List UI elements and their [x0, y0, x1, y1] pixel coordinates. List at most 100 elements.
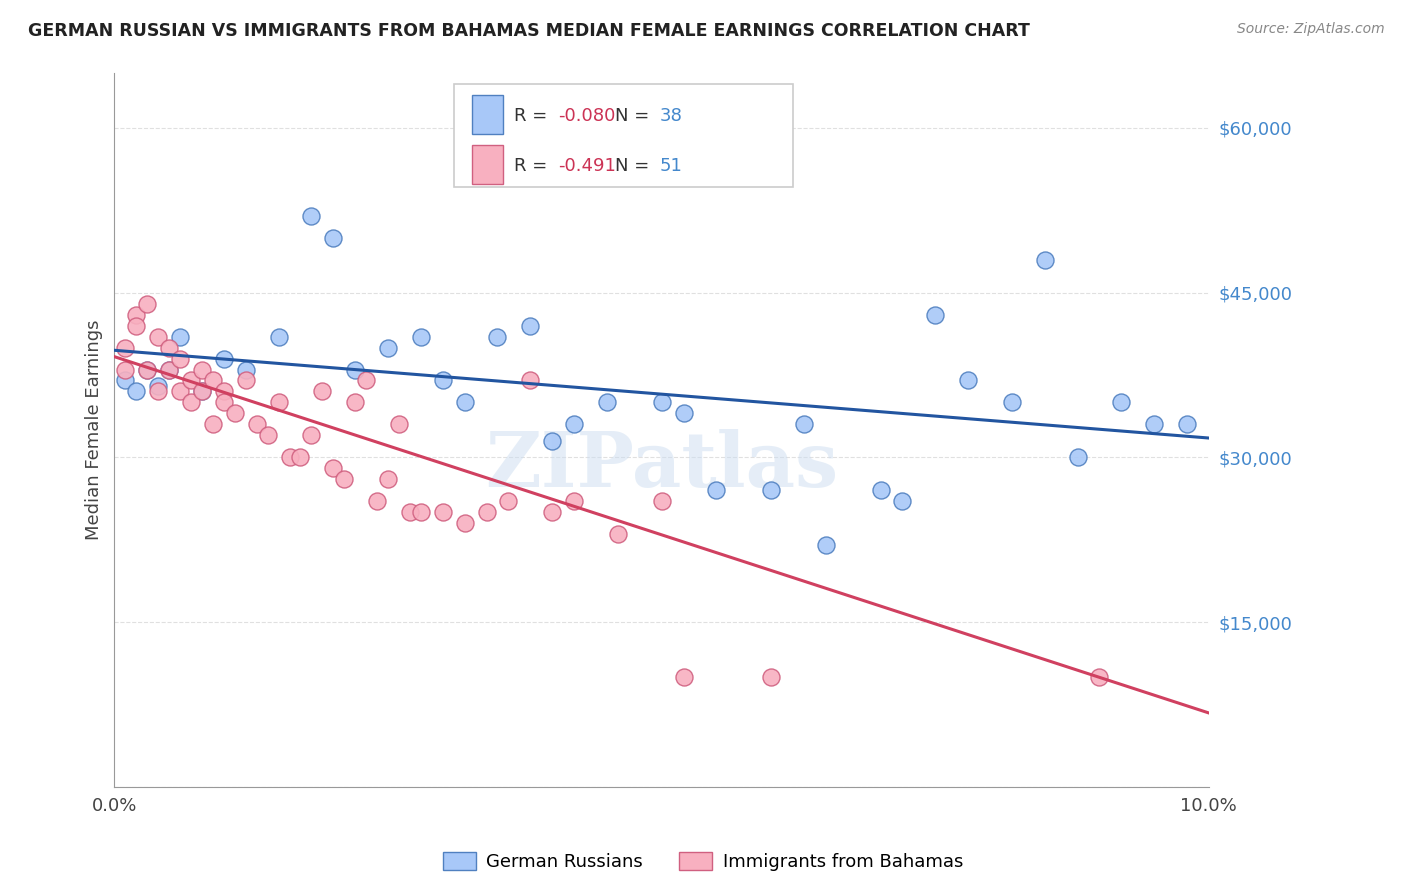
Point [322, 461, 344, 475]
Point [562, 494, 585, 508]
Point [212, 351, 235, 366]
Point [628, 120, 651, 135]
Point [399, 505, 422, 519]
Point [180, 374, 202, 388]
Point [191, 384, 214, 399]
Point [267, 329, 290, 343]
Point [486, 329, 509, 343]
Point [388, 417, 411, 432]
Point [891, 494, 914, 508]
Point [672, 670, 695, 684]
Point [475, 505, 498, 519]
Point [651, 494, 673, 508]
Point [278, 450, 301, 465]
Point [1001, 395, 1024, 409]
Point [136, 296, 159, 310]
Point [148, 379, 170, 393]
Point [814, 538, 837, 552]
Point [180, 395, 202, 409]
Point [1033, 252, 1056, 267]
Point [651, 395, 673, 409]
FancyBboxPatch shape [472, 95, 503, 134]
Point [299, 209, 322, 223]
Point [377, 341, 399, 355]
Point [201, 374, 224, 388]
Point [290, 450, 312, 465]
Point [366, 494, 388, 508]
FancyBboxPatch shape [454, 84, 793, 187]
Point [136, 362, 159, 376]
Text: R =: R = [513, 157, 547, 176]
Point [562, 417, 585, 432]
Point [114, 374, 136, 388]
Point [125, 318, 148, 333]
Point [114, 341, 136, 355]
Point [1088, 670, 1111, 684]
Point [606, 527, 628, 541]
Point [148, 329, 170, 343]
Point [432, 374, 454, 388]
Text: ZIPatlas: ZIPatlas [485, 428, 838, 502]
Point [519, 374, 541, 388]
Point [541, 505, 564, 519]
Point [157, 362, 180, 376]
Point [136, 362, 159, 376]
Point [541, 434, 564, 448]
Point [157, 362, 180, 376]
Text: GERMAN RUSSIAN VS IMMIGRANTS FROM BAHAMAS MEDIAN FEMALE EARNINGS CORRELATION CHA: GERMAN RUSSIAN VS IMMIGRANTS FROM BAHAMA… [28, 22, 1031, 40]
Text: N =: N = [614, 157, 648, 176]
Point [1143, 417, 1166, 432]
Point [1111, 395, 1133, 409]
Point [409, 329, 432, 343]
Point [212, 384, 235, 399]
Point [125, 308, 148, 322]
Point [235, 374, 257, 388]
Point [157, 341, 180, 355]
Point [957, 374, 980, 388]
Text: 51: 51 [659, 157, 682, 176]
Point [235, 362, 257, 376]
Point [191, 384, 214, 399]
Point [322, 230, 344, 244]
Point [1175, 417, 1198, 432]
Point [344, 362, 367, 376]
Point [224, 406, 246, 420]
Point [793, 417, 815, 432]
Point [114, 362, 136, 376]
Point [759, 670, 782, 684]
Point [759, 483, 782, 498]
Point [377, 472, 399, 486]
Text: Source: ZipAtlas.com: Source: ZipAtlas.com [1237, 22, 1385, 37]
Text: -0.080: -0.080 [558, 107, 614, 125]
Point [191, 362, 214, 376]
Point [169, 329, 191, 343]
Point [125, 384, 148, 399]
Text: -0.491: -0.491 [558, 157, 616, 176]
Point [432, 505, 454, 519]
Point [311, 384, 333, 399]
Point [267, 395, 290, 409]
Text: N =: N = [614, 107, 648, 125]
Point [201, 417, 224, 432]
Point [453, 395, 475, 409]
Point [333, 472, 356, 486]
Point [212, 395, 235, 409]
Legend: German Russians, Immigrants from Bahamas: German Russians, Immigrants from Bahamas [436, 846, 970, 879]
Point [519, 318, 541, 333]
Point [869, 483, 891, 498]
Point [169, 351, 191, 366]
Point [344, 395, 367, 409]
Point [704, 483, 727, 498]
FancyBboxPatch shape [472, 145, 503, 184]
Point [354, 374, 377, 388]
Point [596, 395, 619, 409]
Point [246, 417, 269, 432]
Text: 38: 38 [659, 107, 682, 125]
Point [256, 428, 278, 442]
Point [299, 428, 322, 442]
Point [453, 516, 475, 531]
Point [498, 494, 520, 508]
Point [409, 505, 432, 519]
Point [672, 406, 695, 420]
Point [1066, 450, 1088, 465]
